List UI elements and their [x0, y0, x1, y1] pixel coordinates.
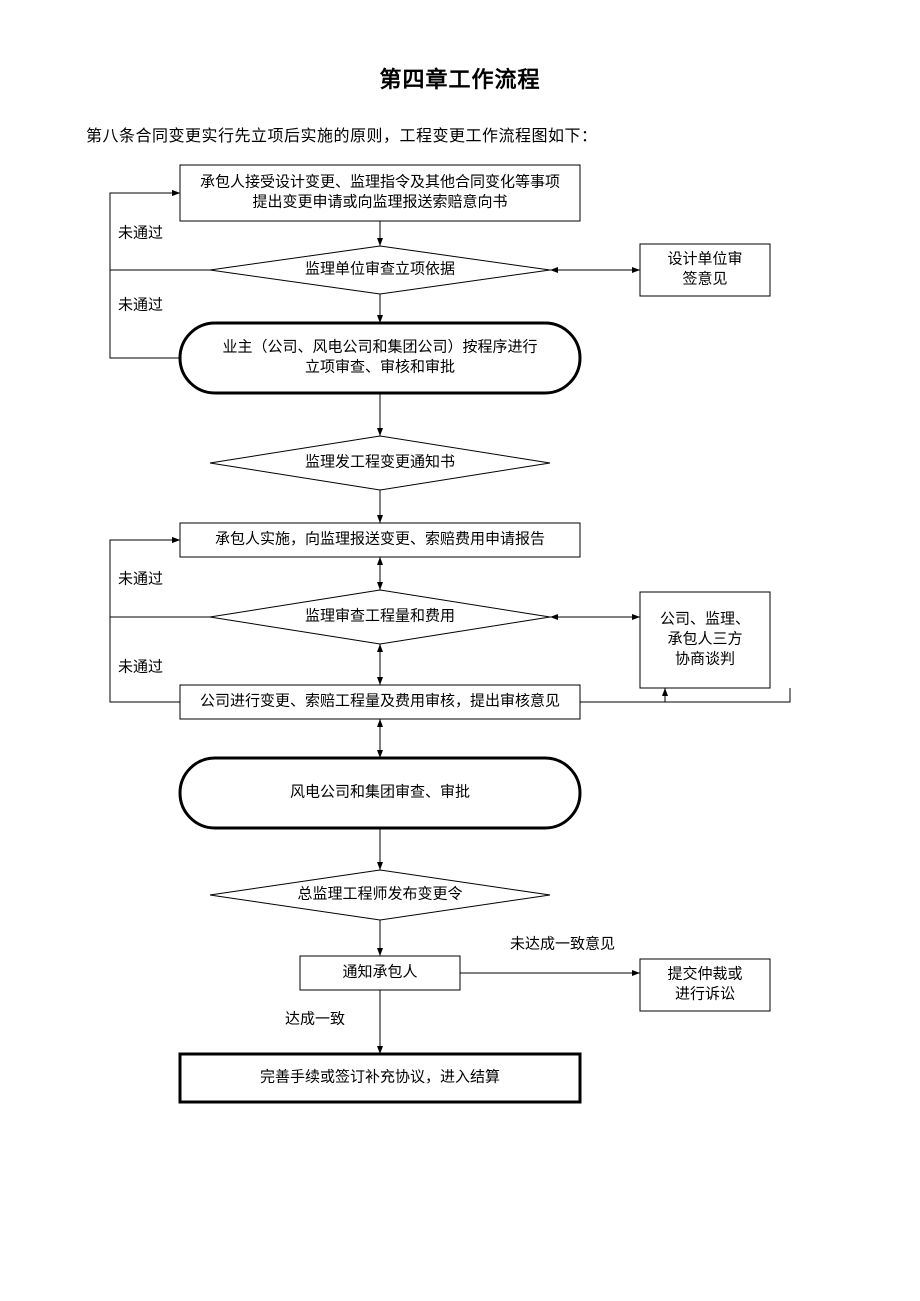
- svg-text:总监理工程师发布变更令: 总监理工程师发布变更令: [297, 885, 462, 902]
- page: 第四章工作流程 第八条合同变更实行先立项后实施的原则，工程变更工作流程图如下： …: [0, 0, 920, 1301]
- svg-text:未通过: 未通过: [118, 224, 163, 241]
- svg-text:承包人三方: 承包人三方: [667, 630, 742, 647]
- svg-text:风电公司和集团审查、审批: 风电公司和集团审查、审批: [290, 783, 470, 800]
- svg-text:未通过: 未通过: [118, 658, 163, 675]
- svg-text:提交仲裁或: 提交仲裁或: [667, 964, 742, 982]
- svg-text:未达成一致意见: 未达成一致意见: [510, 934, 615, 952]
- svg-text:公司进行变更、索赔工程量及费用审核，提出审核意见: 公司进行变更、索赔工程量及费用审核，提出审核意见: [200, 691, 560, 709]
- svg-text:提出变更申请或向监理报送索赔意向书: 提出变更申请或向监理报送索赔意向书: [252, 192, 507, 210]
- svg-text:监理审查工程量和费用: 监理审查工程量和费用: [305, 607, 455, 624]
- svg-text:承包人实施，向监理报送变更、索赔费用申请报告: 承包人实施，向监理报送变更、索赔费用申请报告: [215, 530, 545, 547]
- svg-text:签意见: 签意见: [682, 269, 727, 287]
- svg-text:完善手续或签订补充协议，进入结算: 完善手续或签订补充协议，进入结算: [260, 1067, 500, 1085]
- svg-text:通知承包人: 通知承包人: [342, 963, 417, 980]
- svg-text:未通过: 未通过: [118, 570, 163, 587]
- svg-text:进行诉讼: 进行诉讼: [675, 985, 735, 1002]
- svg-text:达成一致: 达成一致: [285, 1010, 345, 1027]
- svg-text:监理发工程变更通知书: 监理发工程变更通知书: [305, 453, 455, 470]
- svg-text:业主（公司、风电公司和集团公司）按程序进行: 业主（公司、风电公司和集团公司）按程序进行: [222, 338, 537, 355]
- svg-text:承包人接受设计变更、监理指令及其他合同变化等事项: 承包人接受设计变更、监理指令及其他合同变化等事项: [200, 172, 560, 190]
- flowchart: 承包人接受设计变更、监理指令及其他合同变化等事项提出变更申请或向监理报送索赔意向…: [0, 0, 920, 1301]
- svg-text:未通过: 未通过: [118, 296, 163, 313]
- svg-text:协商谈判: 协商谈判: [675, 650, 735, 667]
- svg-text:监理单位审查立项依据: 监理单位审查立项依据: [305, 260, 455, 277]
- svg-text:设计单位审: 设计单位审: [667, 250, 742, 267]
- svg-text:立项审查、审核和审批: 立项审查、审核和审批: [305, 358, 455, 375]
- svg-text:公司、监理、: 公司、监理、: [660, 610, 750, 627]
